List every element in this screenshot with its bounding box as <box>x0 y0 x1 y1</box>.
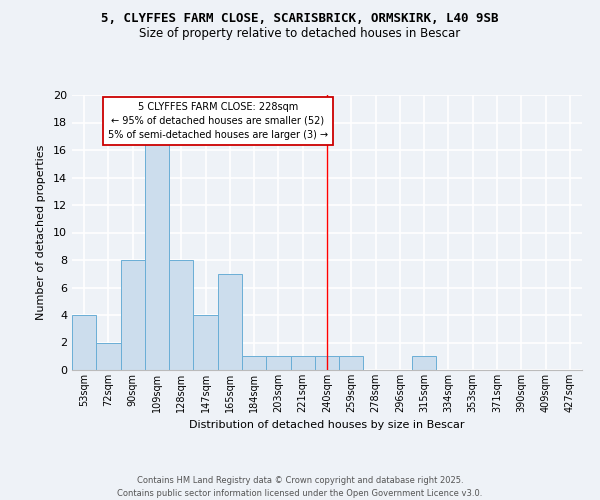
Bar <box>193 315 218 370</box>
Bar <box>242 356 266 370</box>
X-axis label: Distribution of detached houses by size in Bescar: Distribution of detached houses by size … <box>189 420 465 430</box>
Bar <box>412 356 436 370</box>
Bar <box>266 356 290 370</box>
Bar <box>121 260 145 370</box>
Bar <box>339 356 364 370</box>
Bar <box>145 136 169 370</box>
Bar <box>218 274 242 370</box>
Bar <box>169 260 193 370</box>
Bar <box>290 356 315 370</box>
Y-axis label: Number of detached properties: Number of detached properties <box>36 145 46 320</box>
Bar <box>72 315 96 370</box>
Text: Size of property relative to detached houses in Bescar: Size of property relative to detached ho… <box>139 28 461 40</box>
Bar <box>315 356 339 370</box>
Text: 5 CLYFFES FARM CLOSE: 228sqm
← 95% of detached houses are smaller (52)
5% of sem: 5 CLYFFES FARM CLOSE: 228sqm ← 95% of de… <box>107 102 328 140</box>
Text: Contains HM Land Registry data © Crown copyright and database right 2025.
Contai: Contains HM Land Registry data © Crown c… <box>118 476 482 498</box>
Bar <box>96 342 121 370</box>
Text: 5, CLYFFES FARM CLOSE, SCARISBRICK, ORMSKIRK, L40 9SB: 5, CLYFFES FARM CLOSE, SCARISBRICK, ORMS… <box>101 12 499 26</box>
